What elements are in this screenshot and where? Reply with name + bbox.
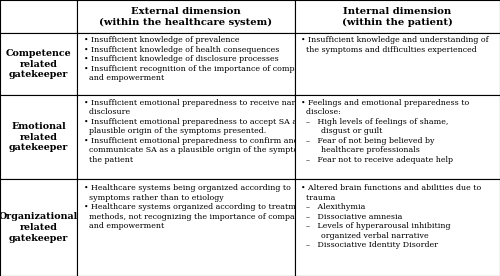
Text: • Healthcare systems being organized according to
  symptoms rather than to etio: • Healthcare systems being organized acc… (84, 184, 315, 230)
Text: • Insufficient knowledge of prevalence
• Insufficient knowledge of health conseq: • Insufficient knowledge of prevalence •… (84, 36, 320, 83)
Text: • Feelings and emotional preparedness to
  disclose:
  –   High levels of feelin: • Feelings and emotional preparedness to… (301, 99, 470, 164)
Text: • Insufficient knowledge and understanding of
  the symptoms and difficulties ex: • Insufficient knowledge and understandi… (301, 36, 489, 54)
Text: • Altered brain functions and abilities due to
  trauma
  –   Alexithymia
  –   : • Altered brain functions and abilities … (301, 184, 482, 249)
Text: External dimension
(within the healthcare system): External dimension (within the healthcar… (100, 7, 272, 27)
Text: Emotional
related
gatekeeper: Emotional related gatekeeper (9, 122, 68, 152)
Text: • Insufficient emotional preparedness to receive narratives of
  disclosure
• In: • Insufficient emotional preparedness to… (84, 99, 333, 164)
Text: Internal dimension
(within the patient): Internal dimension (within the patient) (342, 7, 453, 27)
Text: Organizational
related
gatekeeper: Organizational related gatekeeper (0, 213, 78, 243)
Text: Competence
related
gatekeeper: Competence related gatekeeper (6, 49, 71, 79)
